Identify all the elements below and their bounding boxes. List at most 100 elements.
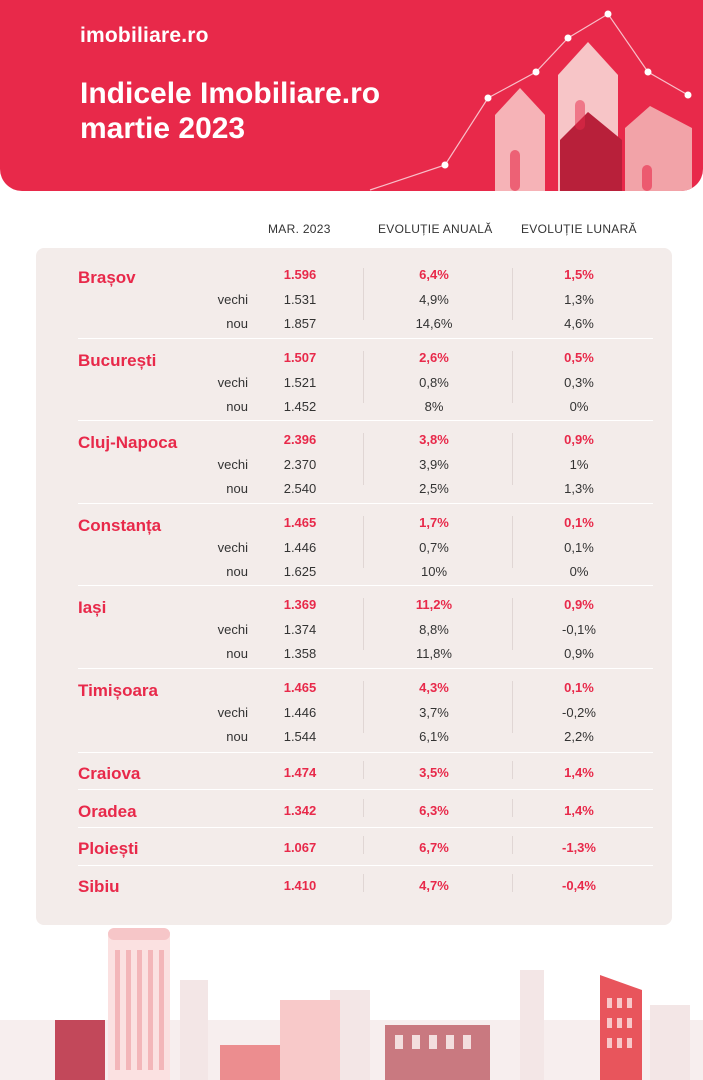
- column-divider: [363, 268, 364, 320]
- new-monthly-change: 0%: [569, 564, 589, 579]
- new-label: nou: [226, 646, 248, 661]
- new-label: nou: [226, 399, 248, 414]
- row-divider: [78, 668, 653, 669]
- old-price: 1.374: [283, 622, 317, 637]
- city-price: 1.474: [283, 765, 317, 780]
- old-label: vechi: [217, 375, 248, 390]
- city-monthly-change: 0,9%: [564, 597, 594, 612]
- old-price: 2.370: [283, 457, 317, 472]
- title-line-2: martie 2023: [80, 112, 246, 145]
- new-annual-change: 2,5%: [419, 481, 449, 496]
- column-divider: [512, 681, 513, 733]
- city-annual-change: 4,3%: [419, 680, 449, 695]
- new-annual-change: 8%: [424, 399, 444, 414]
- column-divider: [363, 761, 364, 779]
- city-price: 1.465: [283, 515, 317, 530]
- row-divider: [78, 420, 653, 421]
- old-annual-change: 3,9%: [419, 457, 449, 472]
- city-price: 1.465: [283, 680, 317, 695]
- new-label: nou: [226, 481, 248, 496]
- city-monthly-change: 0,9%: [564, 432, 594, 447]
- column-divider: [512, 433, 513, 485]
- column-divider: [512, 598, 513, 650]
- city-monthly-change: 0,5%: [564, 350, 594, 365]
- new-price: 1.857: [283, 316, 317, 331]
- column-divider: [363, 681, 364, 733]
- old-annual-change: 3,7%: [419, 705, 449, 720]
- column-divider: [512, 351, 513, 403]
- column-divider: [363, 516, 364, 568]
- index-table: Brașov 1.596 6,4% 1,5% vechi 1.531 4,9% …: [36, 248, 672, 925]
- old-label: vechi: [217, 622, 248, 637]
- old-label: vechi: [217, 292, 248, 307]
- old-annual-change: 0,7%: [419, 540, 449, 555]
- city-monthly-change: 0,1%: [564, 515, 594, 530]
- city-name: Constanța: [78, 516, 162, 535]
- column-divider: [512, 761, 513, 779]
- column-divider: [363, 874, 364, 892]
- new-annual-change: 14,6%: [415, 316, 453, 331]
- city-monthly-change: 1,4%: [564, 765, 594, 780]
- city-skyline-illustration: [0, 928, 703, 1080]
- city-price: 1.067: [283, 840, 317, 855]
- city-name: Craiova: [78, 764, 141, 783]
- city-name: Cluj-Napoca: [78, 433, 178, 452]
- row-divider: [78, 585, 653, 586]
- old-monthly-change: -0,1%: [562, 622, 596, 637]
- row-divider: [78, 338, 653, 339]
- city-annual-change: 3,8%: [419, 432, 449, 447]
- title-line-1: Indicele Imobiliare.ro: [80, 77, 381, 110]
- column-divider: [512, 874, 513, 892]
- city-price: 1.507: [283, 350, 317, 365]
- old-label: vechi: [217, 705, 248, 720]
- old-label: vechi: [217, 540, 248, 555]
- city-annual-change: 4,7%: [419, 878, 449, 893]
- column-header-monthly: EVOLUȚIE LUNARĂ: [521, 222, 637, 236]
- city-monthly-change: 1,5%: [564, 267, 594, 282]
- city-name: Oradea: [78, 802, 137, 821]
- city-annual-change: 6,3%: [419, 803, 449, 818]
- column-divider: [512, 799, 513, 817]
- new-price: 1.358: [283, 646, 317, 661]
- brand-logo: imobiliare.ro: [80, 24, 209, 47]
- page-title: Indicele Imobiliare.ro martie 2023: [80, 76, 380, 146]
- new-price: 2.540: [283, 481, 317, 496]
- new-price: 1.544: [283, 729, 317, 744]
- column-divider: [363, 799, 364, 817]
- new-monthly-change: 2,2%: [564, 729, 594, 744]
- city-annual-change: 3,5%: [419, 765, 449, 780]
- city-annual-change: 6,4%: [419, 267, 449, 282]
- city-monthly-change: 1,4%: [564, 803, 594, 818]
- city-annual-change: 6,7%: [419, 840, 449, 855]
- new-monthly-change: 0%: [569, 399, 589, 414]
- new-label: nou: [226, 316, 248, 331]
- new-annual-change: 6,1%: [419, 729, 449, 744]
- city-annual-change: 1,7%: [419, 515, 449, 530]
- city-name: Timișoara: [78, 681, 159, 700]
- old-price: 1.531: [283, 292, 317, 307]
- column-divider: [363, 351, 364, 403]
- city-monthly-change: -0,4%: [562, 878, 596, 893]
- city-name: Sibiu: [78, 877, 120, 896]
- houses-graph-illustration: [369, 10, 692, 191]
- old-price: 1.521: [283, 375, 317, 390]
- old-monthly-change: 0,1%: [564, 540, 594, 555]
- old-monthly-change: -0,2%: [562, 705, 596, 720]
- city-price: 1.342: [283, 803, 317, 818]
- city-name: Ploiești: [78, 839, 139, 858]
- new-price: 1.452: [283, 399, 317, 414]
- city-monthly-change: 0,1%: [564, 680, 594, 695]
- new-label: nou: [226, 564, 248, 579]
- city-annual-change: 11,2%: [415, 597, 453, 612]
- city-name: București: [78, 351, 157, 370]
- city-price: 2.396: [283, 432, 317, 447]
- old-price: 1.446: [283, 705, 317, 720]
- old-monthly-change: 0,3%: [564, 375, 594, 390]
- new-monthly-change: 1,3%: [564, 481, 594, 496]
- row-divider: [78, 503, 653, 504]
- city-price: 1.410: [283, 878, 317, 893]
- old-label: vechi: [217, 457, 248, 472]
- new-label: nou: [226, 729, 248, 744]
- new-monthly-change: 4,6%: [564, 316, 594, 331]
- old-monthly-change: 1,3%: [564, 292, 594, 307]
